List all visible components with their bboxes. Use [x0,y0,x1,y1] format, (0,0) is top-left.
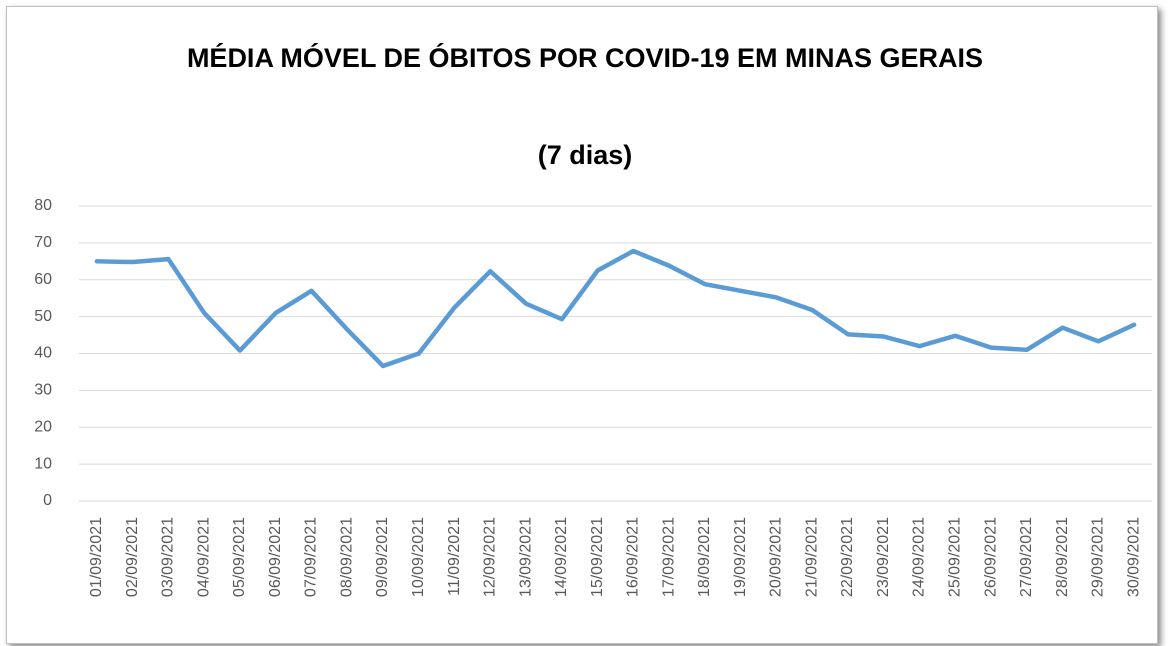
y-tick-label: 10 [34,455,52,472]
x-tick-label: 02/09/2021 [124,517,141,597]
x-tick-label: 01/09/2021 [88,517,105,597]
x-tick-label: 11/09/2021 [446,517,463,596]
x-tick-label: 22/09/2021 [839,517,856,597]
x-tick-label: 17/09/2021 [660,517,677,597]
x-tick-label: 09/09/2021 [374,517,391,597]
x-tick-label: 23/09/2021 [875,517,892,597]
x-tick-label: 14/09/2021 [553,517,570,597]
x-tick-label: 24/09/2021 [911,517,928,597]
chart-frame [6,6,1158,644]
x-tick-label: 20/09/2021 [768,517,785,597]
x-tick-label: 04/09/2021 [195,517,212,597]
x-tick-label: 26/09/2021 [982,517,999,597]
x-tick-label: 28/09/2021 [1054,517,1071,597]
x-tick-label: 30/09/2021 [1125,517,1142,597]
y-tick-label: 50 [34,308,52,325]
x-tick-label: 16/09/2021 [625,517,642,597]
y-tick-label: 40 [34,345,52,362]
x-tick-label: 15/09/2021 [589,517,606,597]
y-tick-label: 30 [34,382,52,399]
x-tick-label: 03/09/2021 [160,517,177,597]
x-tick-label: 13/09/2021 [517,517,534,597]
x-tick-label: 07/09/2021 [303,517,320,597]
x-tick-label: 27/09/2021 [1018,517,1035,597]
x-tick-label: 05/09/2021 [231,517,248,597]
y-tick-label: 80 [34,197,52,214]
y-tick-label: 70 [34,234,52,251]
x-tick-label: 08/09/2021 [338,517,355,597]
y-tick-label: 60 [34,271,52,288]
x-tick-label: 18/09/2021 [696,517,713,597]
chart-subtitle: (7 dias) [537,140,633,170]
x-tick-label: 10/09/2021 [410,517,427,597]
x-tick-label: 25/09/2021 [947,517,964,597]
x-tick-label: 19/09/2021 [732,517,749,597]
chart-title: MÉDIA MÓVEL DE ÓBITOS POR COVID-19 EM MI… [186,43,984,73]
y-tick-label: 20 [34,418,52,435]
data-line [94,248,1137,369]
y-tick-label: 0 [43,492,52,509]
x-tick-label: 21/09/2021 [803,517,820,597]
x-tick-label: 29/09/2021 [1090,517,1107,597]
x-tick-label: 06/09/2021 [267,517,284,597]
x-tick-label: 12/09/2021 [482,517,499,597]
